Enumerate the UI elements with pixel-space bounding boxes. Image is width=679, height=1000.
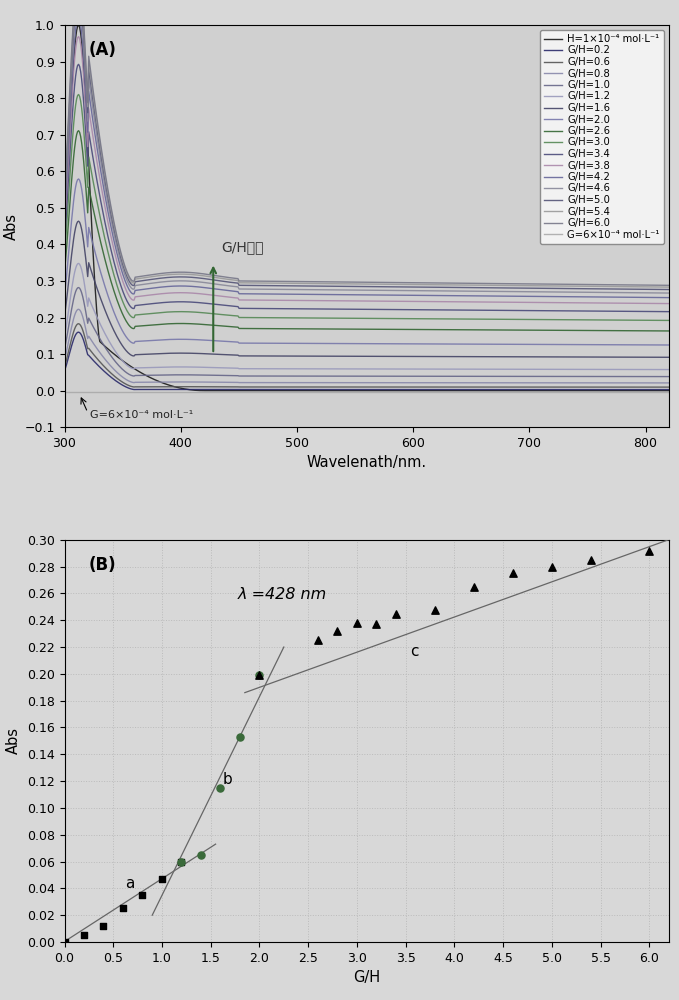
Point: [137, 887, 148, 903]
Point: [98, 918, 109, 934]
Y-axis label: Abs: Abs: [6, 727, 21, 754]
Point: [352, 615, 363, 631]
Point: [644, 543, 655, 559]
Point: [79, 927, 90, 943]
Point: [157, 871, 168, 887]
Point: [254, 667, 265, 683]
Point: [196, 847, 206, 863]
Legend: H=1×10⁻⁴ mol·L⁻¹, G/H=0.2, G/H=0.6, G/H=0.8, G/H=1.0, G/H=1.2, G/H=1.6, G/H=2.0,: H=1×10⁻⁴ mol·L⁻¹, G/H=0.2, G/H=0.6, G/H=…: [540, 30, 664, 243]
Point: [371, 616, 382, 632]
Point: [507, 565, 518, 581]
Text: G/H增大: G/H增大: [221, 241, 264, 255]
Text: c: c: [411, 644, 419, 659]
Text: a: a: [125, 876, 134, 891]
Point: [254, 667, 265, 683]
Point: [117, 900, 128, 916]
Point: [332, 623, 343, 639]
Point: [59, 934, 70, 950]
Point: [312, 632, 323, 648]
Text: G=6×10⁻⁴ mol·L⁻¹: G=6×10⁻⁴ mol·L⁻¹: [90, 410, 194, 420]
Text: (A): (A): [89, 41, 117, 59]
Text: b: b: [223, 772, 232, 787]
Point: [234, 729, 245, 745]
X-axis label: Wavelenath/nm.: Wavelenath/nm.: [307, 455, 426, 470]
X-axis label: G/H: G/H: [353, 970, 380, 985]
Point: [215, 780, 226, 796]
Point: [390, 606, 401, 622]
Point: [547, 559, 557, 575]
Text: λ =428 nm: λ =428 nm: [238, 587, 327, 602]
Y-axis label: Abs: Abs: [4, 213, 19, 240]
Point: [585, 552, 596, 568]
Point: [176, 854, 187, 870]
Text: (B): (B): [89, 556, 116, 574]
Point: [429, 602, 440, 618]
Point: [176, 854, 187, 870]
Point: [469, 579, 479, 595]
